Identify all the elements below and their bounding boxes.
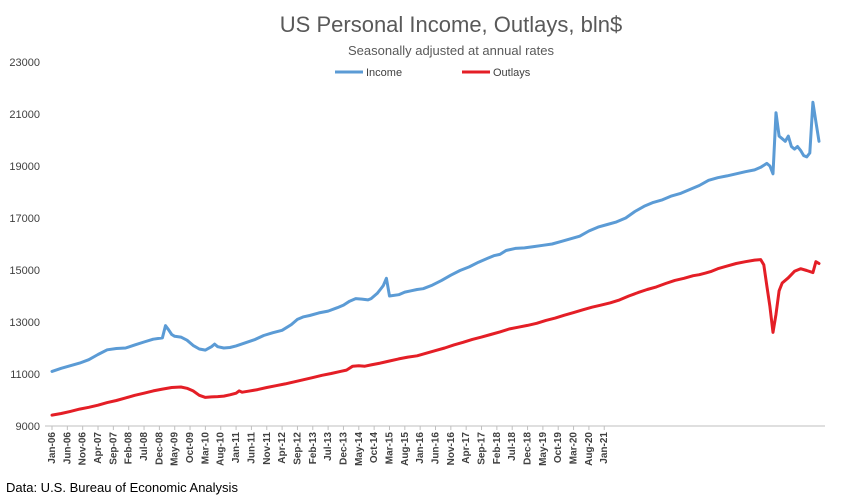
x-tick-label: Jun-16 <box>431 432 442 465</box>
x-tick-label: Feb-18 <box>492 432 503 465</box>
x-tick-label: Dec-08 <box>154 432 165 465</box>
series-line-outlays <box>50 258 821 417</box>
x-tick-label: Jul-13 <box>323 432 334 461</box>
x-tick-label: Oct-09 <box>185 432 196 464</box>
x-tick-label: Apr-17 <box>461 432 472 464</box>
x-tick-label: Jan-11 <box>231 432 242 464</box>
x-tick-label: May-14 <box>354 432 365 466</box>
x-tick-label: Jan-06 <box>47 432 58 464</box>
y-tick-label: 17000 <box>9 213 40 225</box>
x-tick-label: May-19 <box>538 432 549 466</box>
legend-outlays-label: Outlays <box>493 67 531 79</box>
x-tick-label: Jul-08 <box>139 432 150 461</box>
y-tick-label: 15000 <box>9 265 40 277</box>
x-tick-label: Jun-06 <box>62 432 73 465</box>
x-tick-label: Nov-11 <box>262 432 273 465</box>
x-tick-label: Aug-10 <box>216 432 227 466</box>
x-tick-label: Mar-10 <box>200 432 211 465</box>
source-note: Data: U.S. Bureau of Economic Analysis <box>6 480 238 495</box>
y-tick-label: 19000 <box>9 161 40 173</box>
y-tick-label: 13000 <box>9 317 40 329</box>
x-tick-label: Sep-07 <box>108 432 119 465</box>
y-tick-label: 9000 <box>16 421 40 433</box>
x-tick-label: Dec-18 <box>523 432 534 465</box>
x-tick-label: Jan-21 <box>599 432 610 464</box>
x-tick-label: May-09 <box>170 432 181 466</box>
y-tick-label: 21000 <box>9 109 40 121</box>
chart-title: US Personal Income, Outlays, bln$ <box>280 12 622 37</box>
legend: Income Outlays <box>335 67 531 79</box>
x-tick-label: Feb-08 <box>124 432 135 465</box>
x-tick-label: Sep-12 <box>292 432 303 465</box>
x-tick-label: Aug-15 <box>400 432 411 466</box>
x-tick-label: Nov-16 <box>446 432 457 466</box>
x-tick-label: Mar-15 <box>384 432 395 465</box>
x-tick-label: Jun-11 <box>246 432 257 464</box>
y-axis: 9000 11000 13000 15000 17000 19000 21000 23000 <box>9 57 40 433</box>
x-tick-label: Apr-07 <box>93 432 104 464</box>
x-axis: Jan-06 Jun-06 Nov-06 Apr-07 Sep-07 Feb-08 Jul-… <box>47 426 610 466</box>
x-tick-label: Oct-14 <box>369 432 380 464</box>
x-tick-label: Oct-19 <box>553 432 564 464</box>
x-tick-label: Jan-16 <box>415 432 426 464</box>
x-tick-label: Aug-20 <box>584 432 595 466</box>
x-tick-label: Feb-13 <box>308 432 319 465</box>
chart-subtitle: Seasonally adjusted at annual rates <box>348 43 554 58</box>
x-tick-label: Mar-20 <box>569 432 580 465</box>
x-tick-label: Jul-18 <box>507 432 518 461</box>
y-tick-label: 11000 <box>10 369 40 381</box>
legend-income-label: Income <box>366 67 402 79</box>
x-tick-label: Sep-17 <box>477 432 488 465</box>
x-tick-label: Nov-06 <box>78 432 89 466</box>
series-line-income <box>50 100 821 373</box>
y-tick-label: 23000 <box>9 57 40 69</box>
series-layer <box>50 100 821 417</box>
x-tick-label: Dec-13 <box>338 432 349 465</box>
x-tick-label: Apr-12 <box>277 432 288 464</box>
